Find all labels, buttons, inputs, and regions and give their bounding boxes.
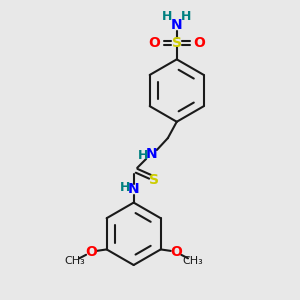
Text: H: H — [138, 149, 148, 162]
Text: CH₃: CH₃ — [64, 256, 85, 266]
Text: N: N — [171, 18, 183, 32]
Text: S: S — [172, 36, 182, 50]
Text: O: O — [170, 245, 182, 260]
Text: CH₃: CH₃ — [182, 256, 203, 266]
Text: O: O — [85, 245, 97, 260]
Text: H: H — [119, 181, 130, 194]
Text: H: H — [162, 10, 172, 23]
Text: N: N — [128, 182, 140, 196]
Text: O: O — [194, 36, 205, 50]
Text: S: S — [149, 173, 160, 187]
Text: H: H — [181, 10, 191, 23]
Text: O: O — [148, 36, 160, 50]
Text: N: N — [146, 148, 157, 161]
